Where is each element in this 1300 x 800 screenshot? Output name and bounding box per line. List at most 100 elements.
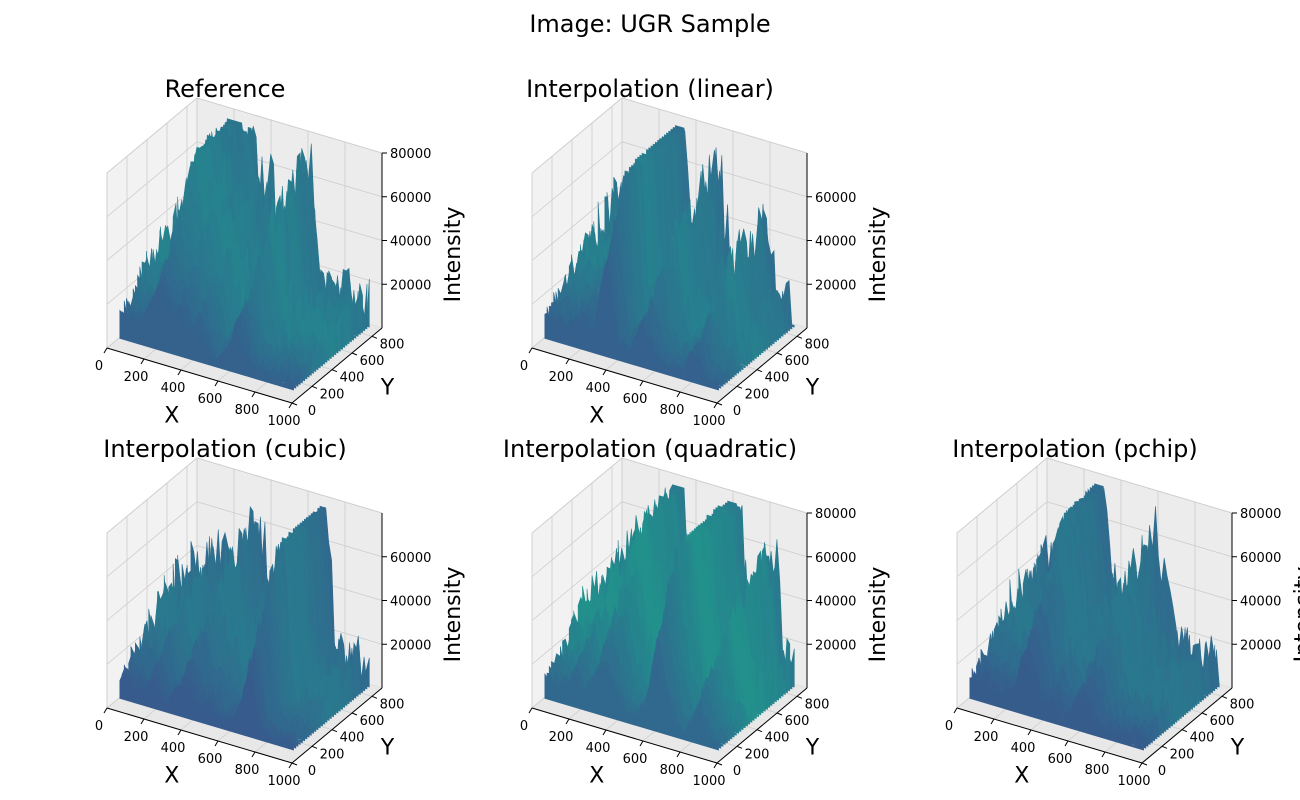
chart-panel-linear: Interpolation (linear) 0 200 400 600 800 1000… [500, 75, 920, 435]
y-axis-label: Y [1230, 735, 1245, 760]
x-tick-mark [140, 718, 145, 725]
x-tick-label: 200 [124, 370, 149, 385]
z-axis-label: Intensity [1291, 567, 1300, 663]
x-tick-label: 400 [586, 741, 611, 756]
x-tick-mark [1027, 729, 1032, 736]
x-tick-mark [676, 391, 681, 398]
surface-plot: 0200400600800100002004006008002000040000… [95, 96, 466, 429]
surface-plot: 0200400600800100002004006008002000040000… [520, 96, 891, 429]
x-tick-mark [177, 729, 182, 736]
y-tick-label: 600 [1210, 714, 1235, 729]
surface-strip [544, 263, 719, 391]
x-tick-mark [1064, 740, 1069, 747]
y-axis-line [716, 327, 808, 404]
x-tick-label: 1000 [692, 774, 725, 789]
y-tick-label: 0 [1158, 764, 1166, 779]
y-tick-mark [311, 385, 318, 389]
surface-plot: 0200400600800100002004006008002000040000… [95, 456, 466, 789]
y-tick-label: 400 [765, 731, 790, 746]
y-tick-mark [756, 369, 763, 373]
z-tick-label: 60000 [1240, 551, 1281, 566]
surface [119, 118, 370, 391]
x-tick-label: 400 [161, 741, 186, 756]
x-tick-label: 600 [623, 392, 648, 407]
chart-title: Reference [164, 75, 286, 103]
chart-panel-pchip: Interpolation (pchip) 0 200 400 600 800 1000 0… [925, 435, 1300, 795]
x-tick-label: 200 [549, 730, 574, 745]
y-tick-label: 0 [308, 764, 316, 779]
z-tick-label: 60000 [390, 191, 431, 206]
y-tick-mark [736, 745, 743, 749]
x-tick-mark [103, 347, 108, 354]
y-axis-label: Y [805, 375, 820, 400]
x-tick-label: 1000 [1117, 774, 1150, 789]
x-tick-mark [288, 402, 293, 409]
x-tick-label: 200 [549, 370, 574, 385]
chart-title: Interpolation (quadratic) [502, 435, 798, 463]
surface-strip [978, 628, 1153, 744]
y-tick-label: 800 [805, 697, 830, 712]
y-tick-label: 0 [308, 404, 316, 419]
z-tick-label: 80000 [815, 507, 856, 522]
x-tick-mark [565, 358, 570, 365]
x-tick-mark [1101, 751, 1106, 758]
x-tick-label: 400 [586, 381, 611, 396]
x-axis-label: X [1014, 763, 1029, 788]
x-tick-mark [214, 740, 219, 747]
y-tick-mark [1161, 745, 1168, 749]
y-axis-label: Y [380, 735, 395, 760]
y-axis-line [291, 687, 383, 764]
surface [119, 505, 370, 751]
x-axis-line [956, 707, 1143, 764]
x-tick-label: 600 [623, 752, 648, 767]
y-tick-mark [796, 335, 803, 339]
x-tick-mark [565, 718, 570, 725]
y-tick-mark [311, 745, 318, 749]
y-axis-label: Y [805, 735, 820, 760]
y-axis-line [1141, 687, 1233, 764]
surface [544, 125, 795, 391]
z-axis-label: Intensity [441, 207, 466, 303]
z-tick-label: 60000 [815, 191, 856, 206]
y-tick-label: 400 [340, 371, 365, 386]
x-tick-label: 800 [660, 403, 685, 418]
x-tick-label: 0 [520, 719, 528, 734]
x-tick-label: 1000 [267, 414, 300, 429]
y-tick-mark [1181, 729, 1188, 733]
x-tick-mark [251, 751, 256, 758]
chart-title: Interpolation (pchip) [952, 435, 1198, 463]
y-tick-label: 600 [360, 354, 385, 369]
x-tick-label: 1000 [267, 774, 300, 789]
y-tick-mark [716, 402, 723, 406]
x-tick-label: 600 [1048, 752, 1073, 767]
y-tick-label: 600 [360, 714, 385, 729]
y-tick-label: 800 [805, 337, 830, 352]
y-tick-label: 800 [380, 697, 405, 712]
x-axis-line [106, 707, 293, 764]
x-axis-label: X [164, 763, 179, 788]
x-tick-mark [103, 707, 108, 714]
y-tick-label: 800 [1230, 697, 1255, 712]
y-tick-mark [371, 335, 378, 339]
x-tick-label: 400 [1011, 741, 1036, 756]
z-tick-label: 80000 [390, 147, 431, 162]
x-axis-label: X [589, 763, 604, 788]
y-tick-mark [351, 712, 358, 716]
x-tick-mark [528, 707, 533, 714]
x-tick-mark [528, 347, 533, 354]
y-tick-mark [1141, 762, 1148, 766]
x-axis-label: X [589, 403, 604, 428]
y-tick-label: 200 [320, 387, 345, 402]
y-tick-label: 200 [1170, 747, 1195, 762]
x-axis-line [531, 707, 718, 764]
surface-strip [119, 287, 294, 391]
surface [544, 484, 795, 751]
z-tick-label: 20000 [815, 638, 856, 653]
z-tick-label: 40000 [815, 595, 856, 610]
y-tick-label: 400 [340, 731, 365, 746]
chart-panel-cubic: Interpolation (cubic) 0 200 400 600 800 1000 0… [75, 435, 495, 795]
y-tick-label: 200 [745, 387, 770, 402]
z-tick-label: 20000 [390, 278, 431, 293]
x-tick-label: 0 [95, 359, 103, 374]
x-tick-label: 800 [235, 403, 260, 418]
